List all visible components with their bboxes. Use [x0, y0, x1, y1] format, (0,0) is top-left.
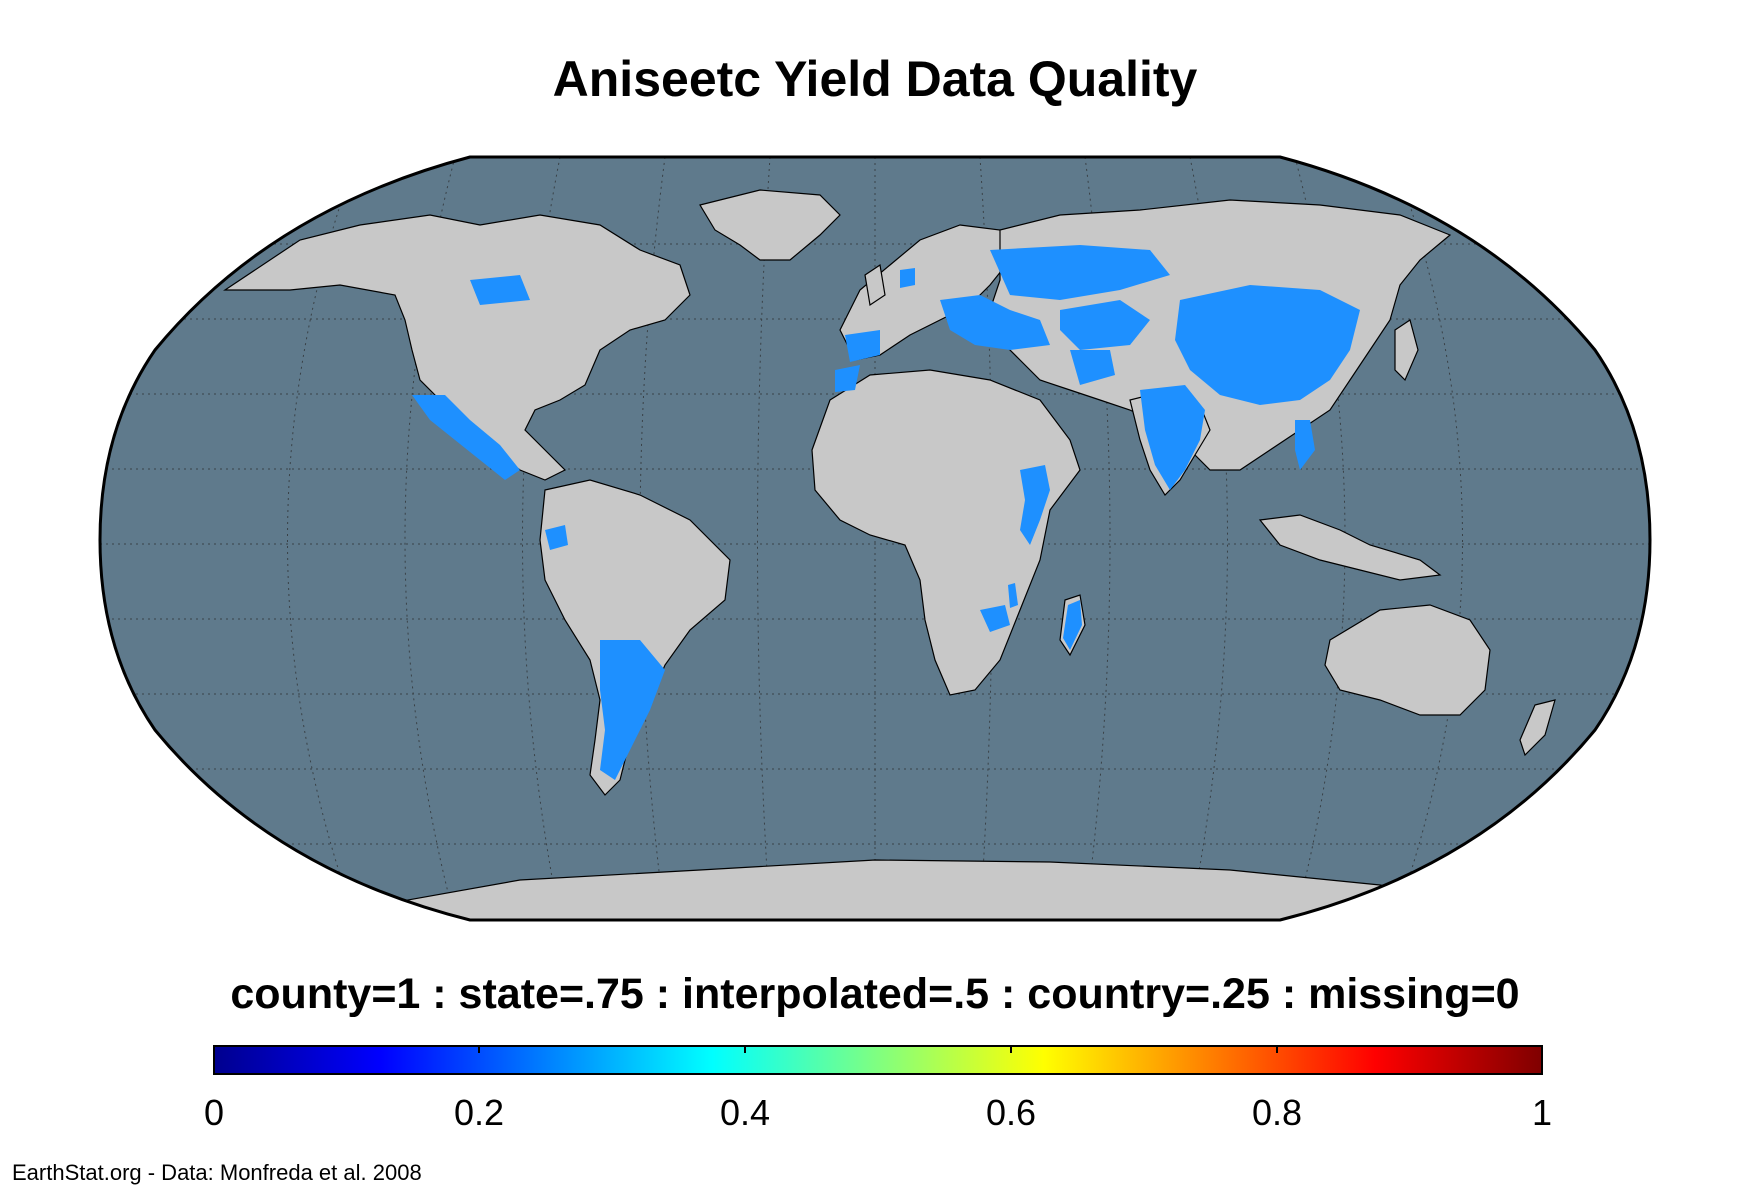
- colorbar-tick-label: 0: [203, 1092, 225, 1133]
- region-malawi: [1008, 583, 1018, 608]
- region-argentina: [600, 640, 665, 780]
- colorbar: [213, 1045, 1543, 1075]
- colorbar-tick-label: 0.8: [1251, 1092, 1303, 1133]
- land-japan: [1394, 319, 1419, 382]
- region-netherlands: [900, 268, 915, 288]
- colorbar-tick-label: 1: [1531, 1092, 1553, 1133]
- land-se-asia: [1258, 514, 1442, 581]
- colorbar-tick-label: 0.4: [719, 1092, 771, 1133]
- region-iran: [1070, 350, 1115, 385]
- land-new-zealand: [1519, 699, 1556, 757]
- colorbar-tick-label: 0.6: [985, 1092, 1037, 1133]
- land-antarctica: [379, 859, 1481, 920]
- region-madagascar: [1063, 600, 1082, 650]
- land-greenland: [699, 189, 841, 261]
- land-north-america: [223, 214, 691, 481]
- colorbar-tick: [744, 1045, 746, 1053]
- region-balkans-turkey: [940, 295, 1050, 350]
- region-spain: [845, 330, 880, 362]
- region-canada: [470, 275, 530, 305]
- legend-title: county=1 : state=.75 : interpolated=.5 :…: [230, 970, 1520, 1018]
- region-ethiopia-kenya: [1020, 465, 1050, 545]
- land-australia: [1324, 604, 1491, 716]
- region-russia: [990, 245, 1170, 300]
- region-vietnam: [1295, 420, 1315, 470]
- region-zimbabwe: [980, 605, 1010, 632]
- region-china: [1175, 285, 1360, 405]
- data-regions: [412, 245, 1360, 780]
- region-india: [1140, 385, 1205, 490]
- region-morocco: [835, 365, 860, 392]
- region-mexico: [412, 395, 520, 480]
- colorbar-tick: [1010, 1045, 1012, 1053]
- colorbar-tick-label: 0.2: [453, 1092, 505, 1133]
- map-frame: [98, 155, 1652, 922]
- land: [223, 189, 1556, 920]
- source-credit: EarthStat.org - Data: Monfreda et al. 20…: [12, 1160, 422, 1185]
- region-central-asia: [1060, 300, 1150, 350]
- region-ecuador: [545, 525, 568, 550]
- colorbar-tick: [1276, 1045, 1278, 1053]
- land-africa: [811, 369, 1081, 696]
- map-title: Aniseetc Yield Data Quality: [552, 51, 1198, 107]
- colorbar-tick: [478, 1045, 480, 1053]
- land-uk: [864, 263, 886, 307]
